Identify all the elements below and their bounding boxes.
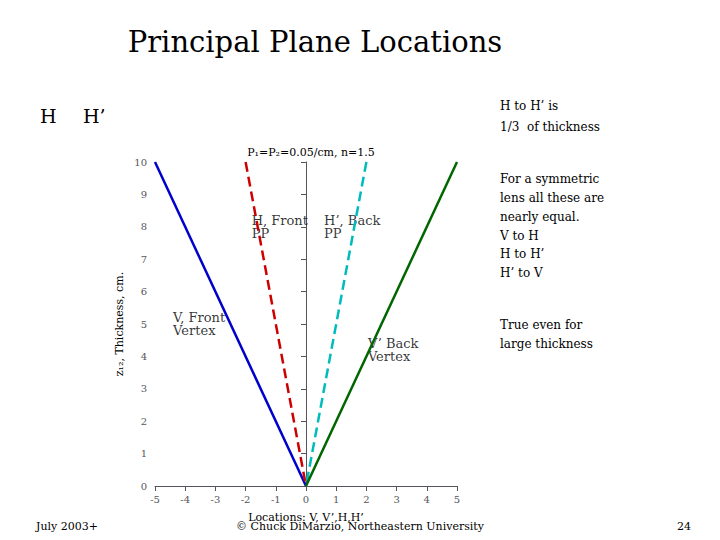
svg-text:H’, Back: H’, Back bbox=[324, 212, 381, 228]
svg-text:© Chuck DiMarzio, Northeastern: © Chuck DiMarzio, Northeastern Universit… bbox=[236, 520, 484, 533]
svg-text:-3: -3 bbox=[211, 494, 221, 505]
svg-text:24: 24 bbox=[677, 520, 691, 533]
svg-text:H, Front: H, Front bbox=[251, 212, 308, 228]
svg-text:4: 4 bbox=[424, 494, 430, 505]
svg-text:V to H: V to H bbox=[499, 229, 539, 243]
svg-text:H to H’: H to H’ bbox=[500, 247, 544, 261]
svg-text:H to H’ is: H to H’ is bbox=[500, 99, 558, 113]
svg-text:0: 0 bbox=[303, 494, 309, 505]
svg-text:lens all these are: lens all these are bbox=[500, 191, 604, 205]
svg-text:3: 3 bbox=[141, 383, 147, 394]
svg-text:5: 5 bbox=[454, 494, 460, 505]
svg-text:PP: PP bbox=[251, 225, 270, 241]
svg-text:For a symmetric: For a symmetric bbox=[500, 172, 600, 186]
svg-text:P₁=P₂=0.05/cm, n=1.5: P₁=P₂=0.05/cm, n=1.5 bbox=[247, 146, 375, 159]
svg-text:5: 5 bbox=[141, 319, 147, 330]
svg-text:1/3 of thickness: 1/3 of thickness bbox=[500, 120, 600, 134]
svg-text:-2: -2 bbox=[241, 494, 251, 505]
svg-text:9: 9 bbox=[141, 189, 147, 200]
svg-text:H’ to V: H’ to V bbox=[500, 266, 543, 280]
svg-text:2: 2 bbox=[363, 494, 369, 505]
svg-text:-4: -4 bbox=[180, 494, 190, 505]
svg-text:1: 1 bbox=[141, 448, 147, 459]
svg-text:-1: -1 bbox=[271, 494, 281, 505]
svg-text:10: 10 bbox=[134, 157, 147, 168]
svg-text:3: 3 bbox=[393, 494, 399, 505]
svg-text:PP: PP bbox=[324, 226, 342, 241]
svg-text:7: 7 bbox=[141, 254, 147, 265]
svg-text:large thickness: large thickness bbox=[500, 337, 593, 351]
svg-text:H: H bbox=[40, 105, 57, 127]
svg-text:0: 0 bbox=[141, 481, 147, 492]
svg-text:Vertex: Vertex bbox=[172, 323, 216, 338]
svg-text:6: 6 bbox=[141, 286, 147, 297]
svg-text:1: 1 bbox=[333, 494, 339, 505]
svg-text:V’ Back: V’ Back bbox=[367, 335, 419, 351]
svg-text:2: 2 bbox=[141, 416, 147, 427]
svg-text:nearly equal.: nearly equal. bbox=[500, 210, 579, 224]
svg-text:Locations: V, V’,H,H’: Locations: V, V’,H,H’ bbox=[248, 511, 364, 524]
svg-text:-5: -5 bbox=[150, 494, 160, 505]
svg-text:V, Front: V, Front bbox=[173, 310, 226, 325]
svg-text:H’: H’ bbox=[83, 105, 106, 127]
svg-text:True even for: True even for bbox=[500, 318, 583, 332]
svg-text:Principal Plane Locations: Principal Plane Locations bbox=[128, 25, 503, 59]
svg-text:Vertex: Vertex bbox=[367, 349, 411, 364]
svg-text:4: 4 bbox=[141, 351, 147, 362]
svg-text:8: 8 bbox=[141, 221, 147, 232]
svg-text:z₁₂, Thickness, cm.: z₁₂, Thickness, cm. bbox=[113, 272, 126, 376]
svg-text:July 2003+: July 2003+ bbox=[35, 520, 98, 533]
